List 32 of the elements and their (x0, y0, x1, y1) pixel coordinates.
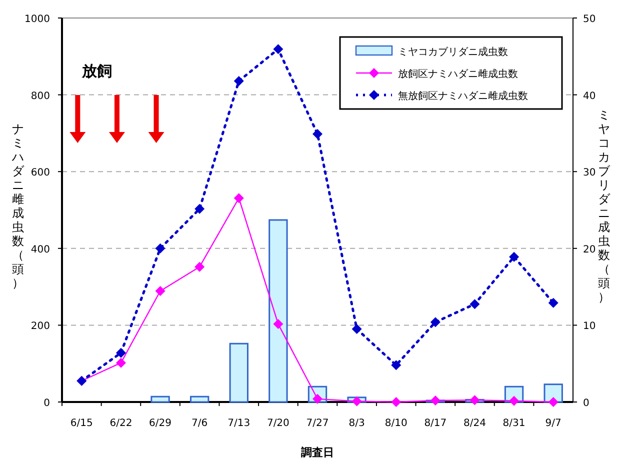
x-tick-label: 7/27 (306, 418, 329, 429)
y-tick-label: 1000 (24, 14, 50, 25)
y-tick-label: 200 (30, 321, 50, 332)
text: ナミハダニ雌成虫数（頭） (12, 122, 24, 290)
x-tick-label: 8/24 (463, 418, 486, 429)
x-tick-label: 6/29 (149, 418, 172, 429)
text: ミヤコカブリダニ成虫数（頭） (598, 108, 610, 304)
y2-tick-label: 30 (583, 168, 596, 179)
x-tick-label: 8/31 (502, 418, 526, 429)
y-tick-label: 400 (30, 244, 50, 256)
legend-label: 無放飼区ナミハダニ雌成虫数 (398, 90, 528, 102)
y2-tick-label: 50 (583, 14, 596, 25)
annotation: 放飼 (81, 62, 112, 80)
x-tick-label: 6/22 (110, 418, 132, 429)
x-tick-label: 6/15 (70, 418, 93, 429)
x-tick-label: 7/13 (228, 418, 250, 429)
y2-tick-label: 20 (583, 244, 596, 256)
y-tick-label: 0 (44, 398, 50, 409)
x-tick-label: 7/6 (192, 418, 208, 429)
y-tick-label: 600 (30, 168, 50, 179)
legend-label: ミヤコカブリダニ成虫数 (398, 46, 508, 58)
x-tick-label: 8/17 (424, 418, 447, 429)
y-tick-label: 800 (30, 90, 50, 102)
legend-label: 放飼区ナミハダニ雌成虫数 (398, 68, 518, 80)
x-tick-label: 8/10 (384, 418, 408, 429)
x-tick-label: 7/20 (266, 418, 290, 429)
y2-tick-label: 10 (583, 321, 596, 332)
x-axis-title: 調査日 (301, 446, 334, 459)
y2-tick-label: 0 (583, 398, 590, 409)
x-tick-label: 9/7 (545, 418, 562, 429)
x-tick-label: 8/3 (348, 418, 365, 429)
y2-tick-label: 40 (583, 90, 596, 102)
